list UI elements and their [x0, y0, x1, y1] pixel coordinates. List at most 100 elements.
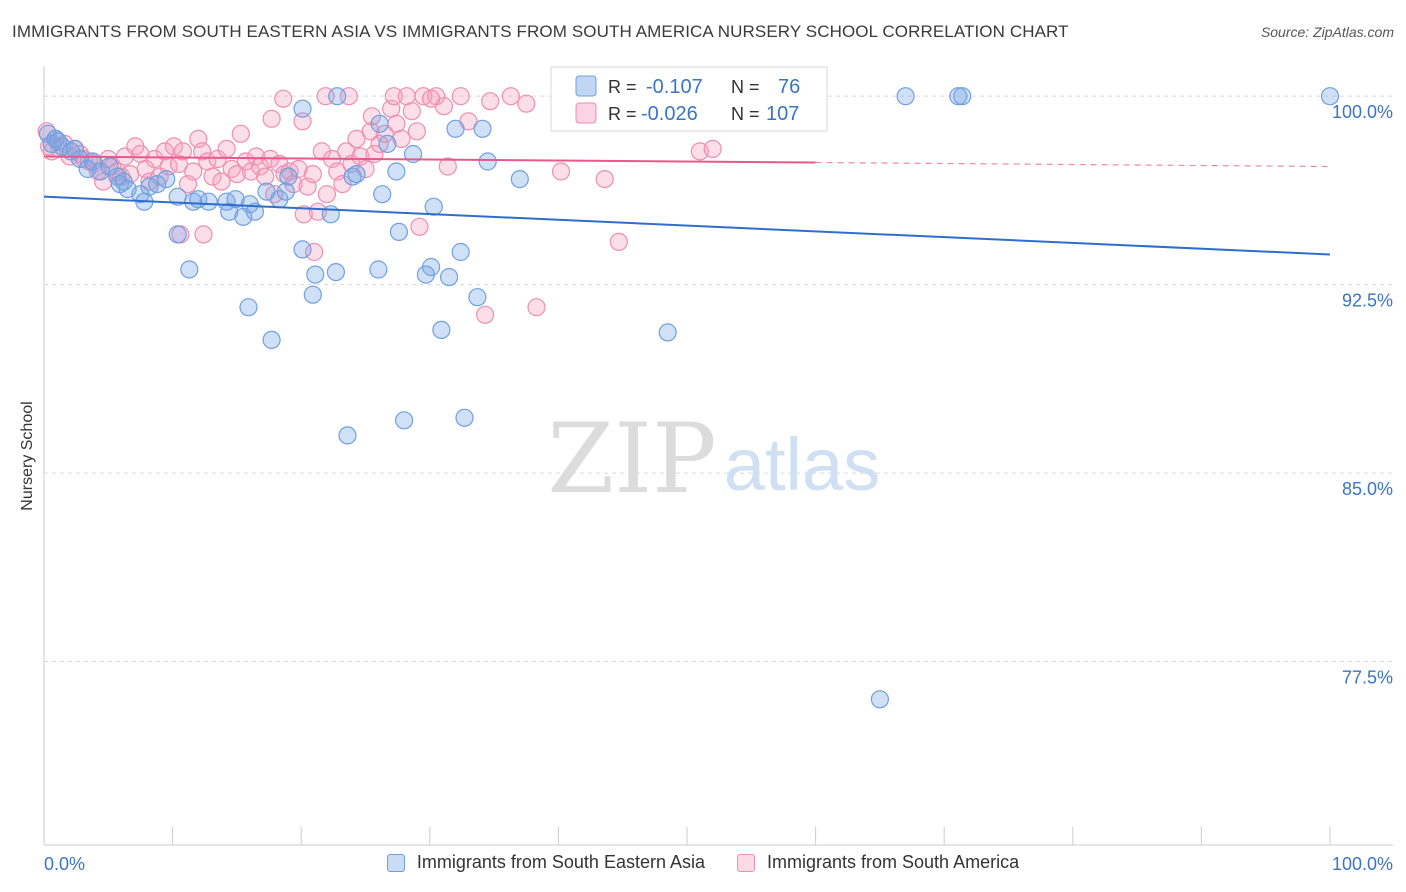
point-south-eastern-asia: [148, 175, 167, 194]
legend-label-south-eastern-asia: Immigrants from South Eastern Asia: [416, 852, 706, 872]
stats-legend-r-value-1: -0.107: [646, 76, 703, 98]
point-south-eastern-asia: [262, 330, 281, 349]
stats-legend-pink-swatch: [575, 102, 597, 124]
tick-labels: 77.5% 85.0% 92.5% 100.0% 0.0% 100.0%: [44, 102, 1393, 874]
stats-legend-n-label-1: N =: [731, 77, 760, 97]
point-south-eastern-asia: [468, 288, 487, 307]
point-south-eastern-asia: [446, 119, 465, 138]
point-south-america: [194, 225, 213, 244]
point-south-america: [476, 305, 495, 324]
point-south-eastern-asia: [953, 87, 972, 106]
point-south-eastern-asia: [658, 323, 677, 342]
point-south-america: [303, 165, 322, 184]
legend-swatch-blue: [386, 853, 405, 872]
point-south-eastern-asia: [455, 408, 474, 427]
point-south-eastern-asia: [387, 162, 406, 181]
source-label: Source: ZipAtlas.com: [1260, 24, 1394, 40]
point-south-eastern-asia: [65, 139, 85, 158]
point-south-america: [164, 137, 183, 156]
point-south-america: [438, 157, 457, 176]
point-south-america: [227, 165, 246, 184]
y-tick-label: 77.5%: [1342, 668, 1393, 688]
point-south-america: [410, 217, 429, 236]
y-tick-label: 85.0%: [1342, 479, 1393, 499]
point-south-america: [370, 134, 389, 153]
legend-swatch-pink: [737, 853, 756, 872]
point-south-america: [294, 205, 313, 224]
stats-legend-r-value-2: -0.026: [641, 103, 698, 125]
y-tick-label: 92.5%: [1342, 291, 1393, 311]
watermark-atlas: atlas: [724, 423, 880, 506]
point-south-america: [145, 149, 164, 169]
point-south-eastern-asia: [870, 690, 890, 709]
point-south-eastern-asia: [226, 190, 245, 209]
point-south-eastern-asia: [100, 157, 119, 176]
grid-lines: [44, 95, 1393, 663]
point-south-eastern-asia: [389, 222, 408, 241]
point-south-america: [270, 154, 289, 174]
point-south-eastern-asia: [180, 260, 199, 279]
y-axis-label: Nursery School: [19, 401, 36, 511]
point-south-eastern-asia: [949, 87, 968, 106]
point-south-america: [173, 142, 192, 161]
axes: [43, 66, 1393, 846]
legend-label-south-america: Immigrants from South America: [767, 852, 1020, 872]
series-south-eastern-asia-points: [38, 87, 1340, 709]
point-south-eastern-asia: [245, 202, 264, 221]
point-south-eastern-asia: [157, 170, 176, 189]
stats-legend: R = -0.107 N = 76 R = -0.026 N = 107: [550, 66, 828, 132]
point-south-america: [527, 298, 546, 317]
point-south-america: [274, 89, 293, 108]
point-south-america: [155, 142, 174, 161]
point-south-america: [212, 172, 231, 191]
point-south-eastern-asia: [303, 285, 322, 304]
point-south-eastern-asia: [369, 260, 388, 279]
point-south-eastern-asia: [370, 114, 389, 133]
point-south-america: [247, 147, 266, 166]
point-south-america: [387, 114, 406, 133]
point-south-america: [609, 232, 628, 251]
legend-item-south-eastern-asia: Immigrants from South Eastern Asia: [386, 852, 706, 873]
point-south-america: [422, 89, 441, 108]
point-south-america: [362, 107, 381, 126]
watermark-zip: ZIP: [547, 403, 716, 515]
point-south-eastern-asia: [279, 167, 298, 186]
stats-legend-r-label-1: R =: [608, 77, 637, 97]
point-south-america: [305, 242, 324, 262]
point-south-america: [402, 102, 421, 121]
point-south-eastern-asia: [1320, 87, 1340, 106]
point-south-eastern-asia: [276, 182, 295, 201]
trend-line-south-america-extension: [815, 161, 1331, 168]
point-south-eastern-asia: [404, 144, 423, 164]
point-south-america: [312, 142, 331, 161]
point-south-america: [293, 112, 312, 131]
point-south-eastern-asia: [239, 298, 258, 317]
point-south-eastern-asia: [338, 426, 357, 445]
point-south-america: [407, 122, 426, 141]
stats-legend-n-value-2: 107: [766, 103, 799, 125]
point-south-america: [392, 129, 411, 148]
point-south-eastern-asia: [451, 242, 470, 262]
point-south-eastern-asia: [328, 87, 347, 106]
point-south-america: [517, 94, 536, 113]
point-south-america: [551, 162, 571, 181]
bottom-legend: Immigrants from South Eastern Asia Immig…: [0, 852, 1406, 873]
point-south-america: [208, 149, 227, 169]
point-south-america: [703, 139, 722, 158]
point-south-eastern-asia: [473, 119, 492, 138]
point-south-america: [501, 87, 520, 106]
point-south-eastern-asia: [422, 257, 441, 277]
stats-legend-blue-swatch: [575, 75, 597, 97]
point-south-america: [184, 162, 203, 181]
point-south-america: [317, 185, 336, 204]
point-south-america: [481, 92, 500, 111]
point-south-eastern-asia: [199, 192, 218, 211]
point-south-america: [347, 129, 366, 148]
point-south-eastern-asia: [114, 172, 133, 191]
trend-line-south-eastern-asia: [43, 195, 1331, 256]
point-south-eastern-asia: [373, 185, 392, 204]
point-south-eastern-asia: [378, 134, 397, 153]
point-south-eastern-asia: [293, 99, 312, 118]
point-south-eastern-asia: [46, 129, 65, 148]
